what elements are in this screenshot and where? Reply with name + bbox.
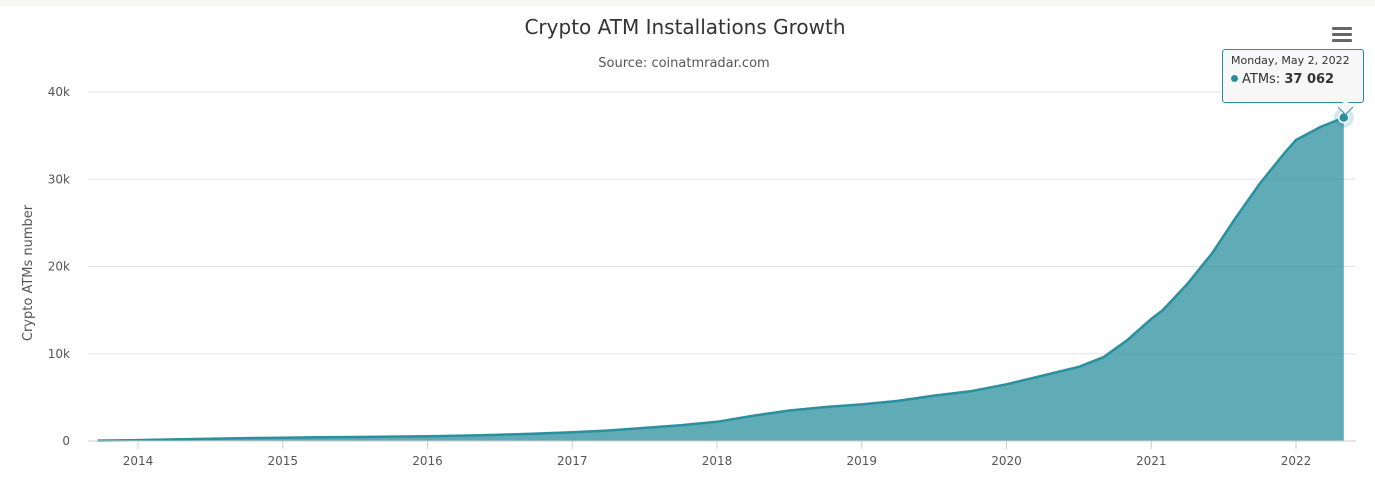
y-tick-label: 10k [48,347,70,361]
series-line [97,116,1345,442]
data-tooltip: Monday, May 2, 2022 ATMs: 37 062 [1222,49,1364,103]
x-tick-label: 2018 [702,454,733,468]
tooltip-label: ATMs [1242,72,1276,87]
x-tick-label: 2016 [412,454,443,468]
x-tick-label: 2014 [123,454,154,468]
y-tick-label: 30k [48,172,70,186]
hamburger-menu-icon [1332,27,1352,30]
area-fill [97,117,1344,441]
hamburger-menu-icon [1332,39,1352,42]
y-axis-ticks: 0 10k 20k 30k 40k [48,85,70,448]
chart-menu-button[interactable] [1330,24,1354,46]
hamburger-menu-icon [1332,33,1352,36]
y-tick-label: 20k [48,260,70,274]
x-tick-label: 2019 [846,454,877,468]
x-tick-label: 2017 [557,454,588,468]
y-tick-label: 0 [62,434,70,448]
area-series [97,116,1345,442]
x-tick-label: 2021 [1136,454,1167,468]
tooltip-series-dot-icon [1231,75,1238,82]
tooltip-row: ATMs: 37 062 [1231,72,1355,87]
x-tick-label: 2015 [267,454,298,468]
y-axis-label: Crypto ATMs number [21,204,36,341]
chart-title: Crypto ATM Installations Growth [524,15,845,39]
y-tick-label: 40k [48,85,70,99]
x-tick-label: 2020 [991,454,1022,468]
chart-container: Crypto ATM Installations Growth Source: … [0,6,1375,480]
tooltip-date: Monday, May 2, 2022 [1231,54,1350,67]
chart-svg: Crypto ATM Installations Growth Source: … [21,15,1356,468]
tooltip-value: 37 062 [1284,72,1335,87]
chart-subtitle: Source: coinatmradar.com [598,56,769,71]
x-tick-label: 2022 [1281,454,1312,468]
x-axis-ticks: 2014 2015 2016 2017 2018 2019 2020 2021 2022 [88,440,1356,468]
